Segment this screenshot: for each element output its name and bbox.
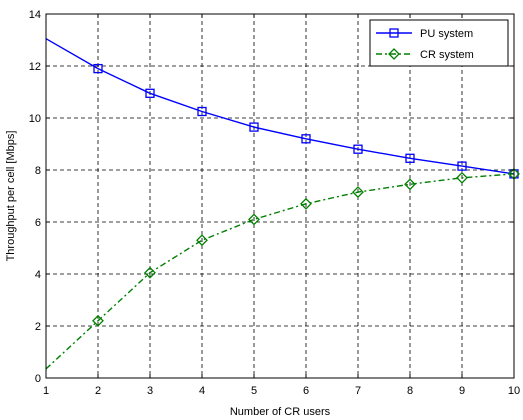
data-point xyxy=(197,106,207,117)
plot-frame xyxy=(45,13,515,379)
series-line xyxy=(45,38,515,175)
x-tick-label: 10 xyxy=(508,385,520,397)
x-tick-label: 6 xyxy=(303,385,309,397)
data-point xyxy=(249,122,259,132)
legend-item: CR system xyxy=(376,48,474,61)
x-tick-label: 3 xyxy=(147,385,153,397)
data-point xyxy=(301,134,311,144)
legend-marker xyxy=(388,48,400,60)
data-point xyxy=(457,161,467,171)
x-tick-label: 7 xyxy=(355,385,361,397)
data-point xyxy=(144,266,156,279)
data-point xyxy=(352,186,364,199)
x-tick-label: 9 xyxy=(459,385,465,397)
legend: PU system CR system xyxy=(369,19,509,67)
y-tick-label: 0 xyxy=(35,373,41,385)
y-tick-label: 2 xyxy=(35,321,41,333)
series-cr-system xyxy=(45,167,520,370)
data-point xyxy=(93,63,103,74)
plot-area xyxy=(46,14,514,378)
x-tick-label: 2 xyxy=(95,385,101,397)
x-tick-label: 5 xyxy=(251,385,257,397)
y-tick-label: 4 xyxy=(35,269,41,281)
y-axis-label: Throughput per cell [Mbps] xyxy=(5,131,17,262)
y-tick-label: 8 xyxy=(35,165,41,177)
legend-marker xyxy=(389,28,399,38)
x-tick-label: 4 xyxy=(199,385,205,397)
data-point xyxy=(405,153,415,163)
data-point xyxy=(353,144,363,154)
x-axis-label: Number of CR users xyxy=(230,406,331,418)
x-tick-label: 8 xyxy=(407,385,413,397)
y-tick-label: 6 xyxy=(35,217,41,229)
y-tick-label: 14 xyxy=(29,9,41,21)
data-point xyxy=(196,234,208,247)
data-point xyxy=(145,88,155,98)
data-point xyxy=(456,171,468,184)
x-tick-label: 1 xyxy=(43,385,49,397)
data-point xyxy=(92,314,104,327)
data-point xyxy=(248,213,260,226)
y-tick-label: 10 xyxy=(29,113,41,125)
legend-label: CR system xyxy=(420,49,474,61)
grid xyxy=(46,14,514,378)
series-layer xyxy=(45,38,520,370)
data-point xyxy=(300,197,312,210)
y-tick-label: 12 xyxy=(29,61,41,73)
legend-label: PU system xyxy=(420,28,473,40)
data-point xyxy=(404,178,416,191)
legend-item: PU system xyxy=(376,28,473,40)
